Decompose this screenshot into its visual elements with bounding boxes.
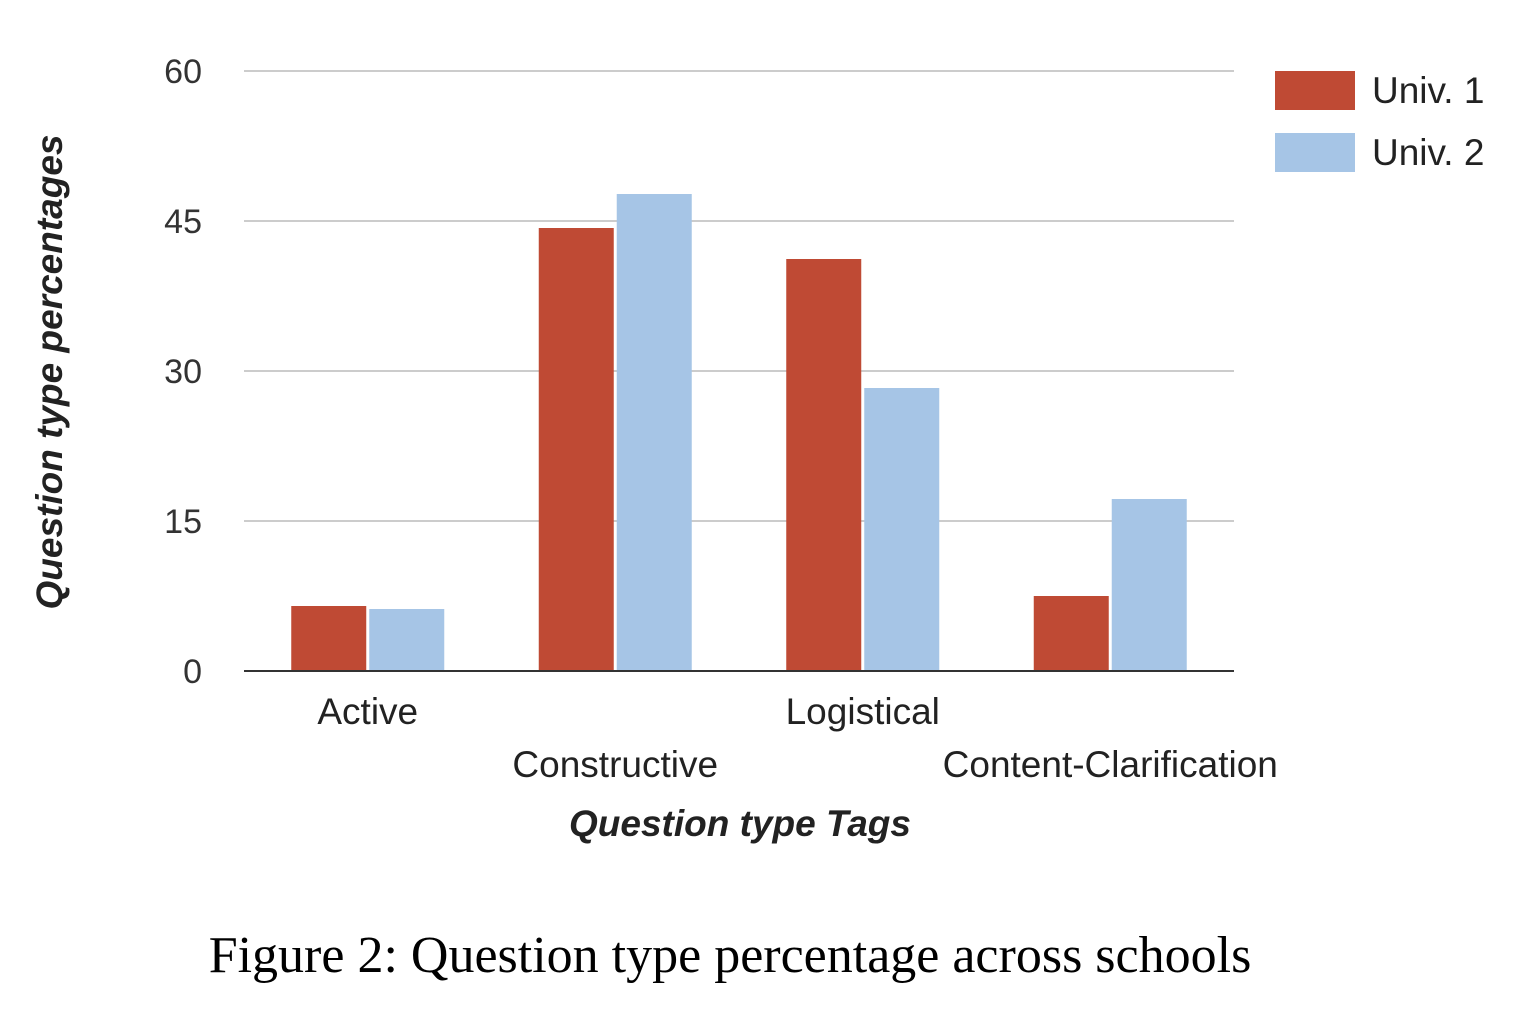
y-tick-label: 0 [183, 653, 202, 691]
y-tick-label: 60 [164, 53, 202, 91]
gridlines [244, 70, 1234, 522]
figure-caption: Figure 2: Question type percentage acros… [209, 927, 1252, 984]
x-category-labels: Active Constructive LogisticalContent-Clar… [317, 691, 1277, 785]
bar-univ-1-content-clarification [1033, 596, 1109, 671]
x-axis-title: Question type Tags [569, 803, 911, 844]
bar-univ-2-logistical [864, 388, 940, 671]
x-category-label: Constructive [512, 744, 718, 785]
y-tick-label: 15 [164, 503, 202, 541]
x-category-label: Active [317, 691, 418, 732]
legend-label: Univ. 2 [1372, 132, 1484, 173]
y-tick-labels: 0 15 30 45 60 [164, 53, 202, 691]
bar-univ-1-constructive [538, 228, 614, 671]
y-tick-label: 30 [164, 353, 202, 391]
bar-univ-1-logistical [786, 259, 862, 671]
legend-label: Univ. 1 [1372, 70, 1484, 111]
legend-swatch [1275, 133, 1355, 172]
y-axis-title: Question type percentages [29, 135, 70, 610]
y-tick-label: 45 [164, 203, 202, 241]
legend-swatch [1275, 71, 1355, 110]
legend: Univ. 1 Univ. 2 [1275, 70, 1484, 173]
bar-univ-2-active [369, 609, 445, 671]
bars [291, 194, 1187, 671]
x-category-label: Logistical [786, 691, 940, 732]
bar-univ-2-content-clarification [1111, 499, 1187, 671]
bar-univ-1-active [291, 606, 367, 671]
x-category-label: Content-Clarification [943, 744, 1278, 785]
bar-univ-2-constructive [616, 194, 692, 671]
